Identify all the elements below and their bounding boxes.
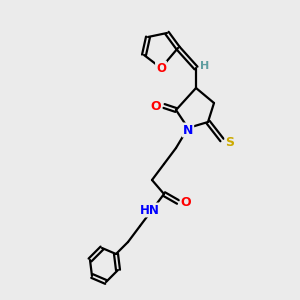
Text: O: O	[156, 61, 166, 74]
Text: O: O	[181, 196, 191, 208]
Text: N: N	[183, 124, 193, 136]
Text: S: S	[226, 136, 235, 148]
Text: HN: HN	[140, 203, 160, 217]
Text: O: O	[151, 100, 161, 112]
Text: H: H	[200, 61, 210, 71]
